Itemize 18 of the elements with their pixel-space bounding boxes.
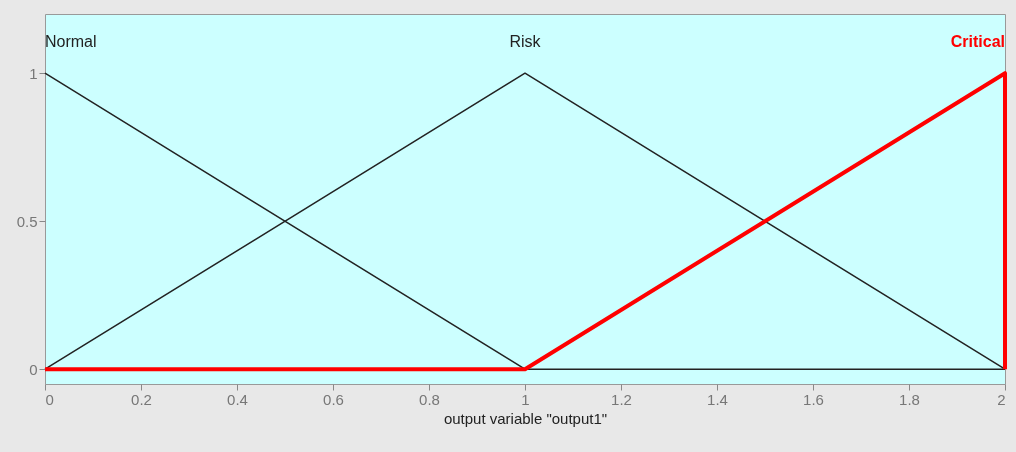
y-tick-label: 0.5	[16, 212, 38, 230]
series-label: Normal	[45, 33, 97, 50]
y-tick-label: 1	[29, 64, 38, 82]
x-tick-label: 0.8	[419, 390, 440, 408]
x-tick-label: 0	[45, 390, 54, 408]
x-tick-label: 1.4	[707, 390, 728, 408]
x-tick-label: 1.8	[899, 390, 920, 408]
x-axis-title: output variable "output1"	[443, 409, 608, 427]
x-tick-label: 0.6	[323, 390, 344, 408]
series-label: Risk	[509, 33, 542, 50]
x-tick-label: 0.4	[227, 390, 248, 408]
x-tick-label: 0.2	[131, 390, 152, 408]
x-tick-label: 2	[997, 390, 1006, 408]
y-tick-label: 0	[29, 360, 38, 378]
x-tick-label: 1.2	[611, 390, 632, 408]
x-tick-label: 1.6	[803, 390, 824, 408]
x-tick-label: 1	[521, 390, 530, 408]
series-label: Critical	[950, 33, 1005, 50]
